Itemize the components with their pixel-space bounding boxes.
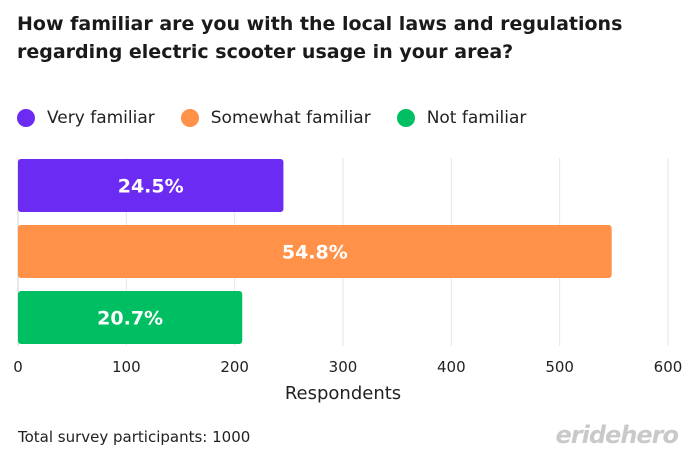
x-tick-label: 200: [220, 358, 249, 376]
x-tick-label: 600: [654, 358, 683, 376]
data-label: 20.7%: [97, 308, 163, 330]
bar-somewhat-familiar: [18, 225, 612, 278]
legend-item-not-familiar: Not familiar: [396, 108, 527, 128]
legend-swatch: [17, 109, 35, 127]
legend-label: Somewhat familiar: [210, 108, 371, 128]
bar-not-familiar: [18, 291, 243, 344]
legend-item-somewhat-familiar: Somewhat familiar: [180, 108, 371, 128]
x-axis-label: Respondents: [285, 383, 401, 404]
chart-title: How familiar are you with the local laws…: [17, 13, 623, 63]
x-tick-label: 400: [437, 358, 466, 376]
bar-very-familiar: [18, 159, 284, 212]
data-label: 24.5%: [118, 176, 184, 198]
legend-swatch: [180, 109, 199, 127]
legend: Very familiar Somewhat familiar Not fami…: [17, 108, 552, 128]
legend-swatch: [396, 109, 415, 127]
x-tick-label: 0: [13, 358, 23, 376]
data-label: 54.8%: [282, 242, 348, 264]
legend-label: Very familiar: [47, 108, 155, 128]
brand-logo: eridehero: [555, 421, 679, 449]
legend-item-very-familiar: Very familiar: [17, 108, 155, 128]
x-tick-label: 500: [545, 358, 574, 376]
x-tick-label: 100: [112, 358, 141, 376]
legend-label: Not familiar: [426, 108, 527, 128]
footer-note: Total survey participants: 1000: [18, 428, 251, 446]
x-tick-label: 300: [329, 358, 358, 376]
